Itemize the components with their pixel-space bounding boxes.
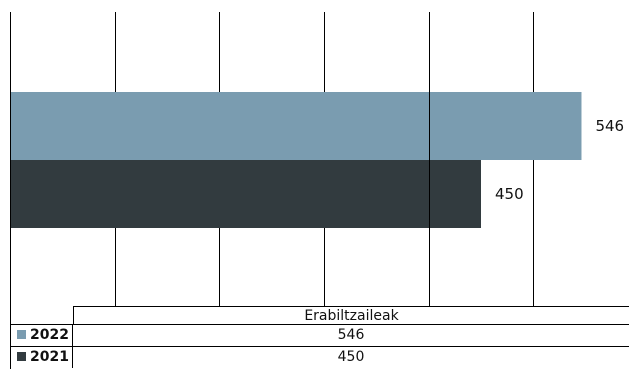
bar-2021	[11, 160, 481, 228]
data-label-2021: 450	[495, 185, 524, 203]
bar-2022	[11, 92, 582, 160]
data-label-2022: 546	[595, 117, 624, 135]
data-labels: 546 450	[495, 117, 624, 203]
bars	[11, 92, 582, 228]
